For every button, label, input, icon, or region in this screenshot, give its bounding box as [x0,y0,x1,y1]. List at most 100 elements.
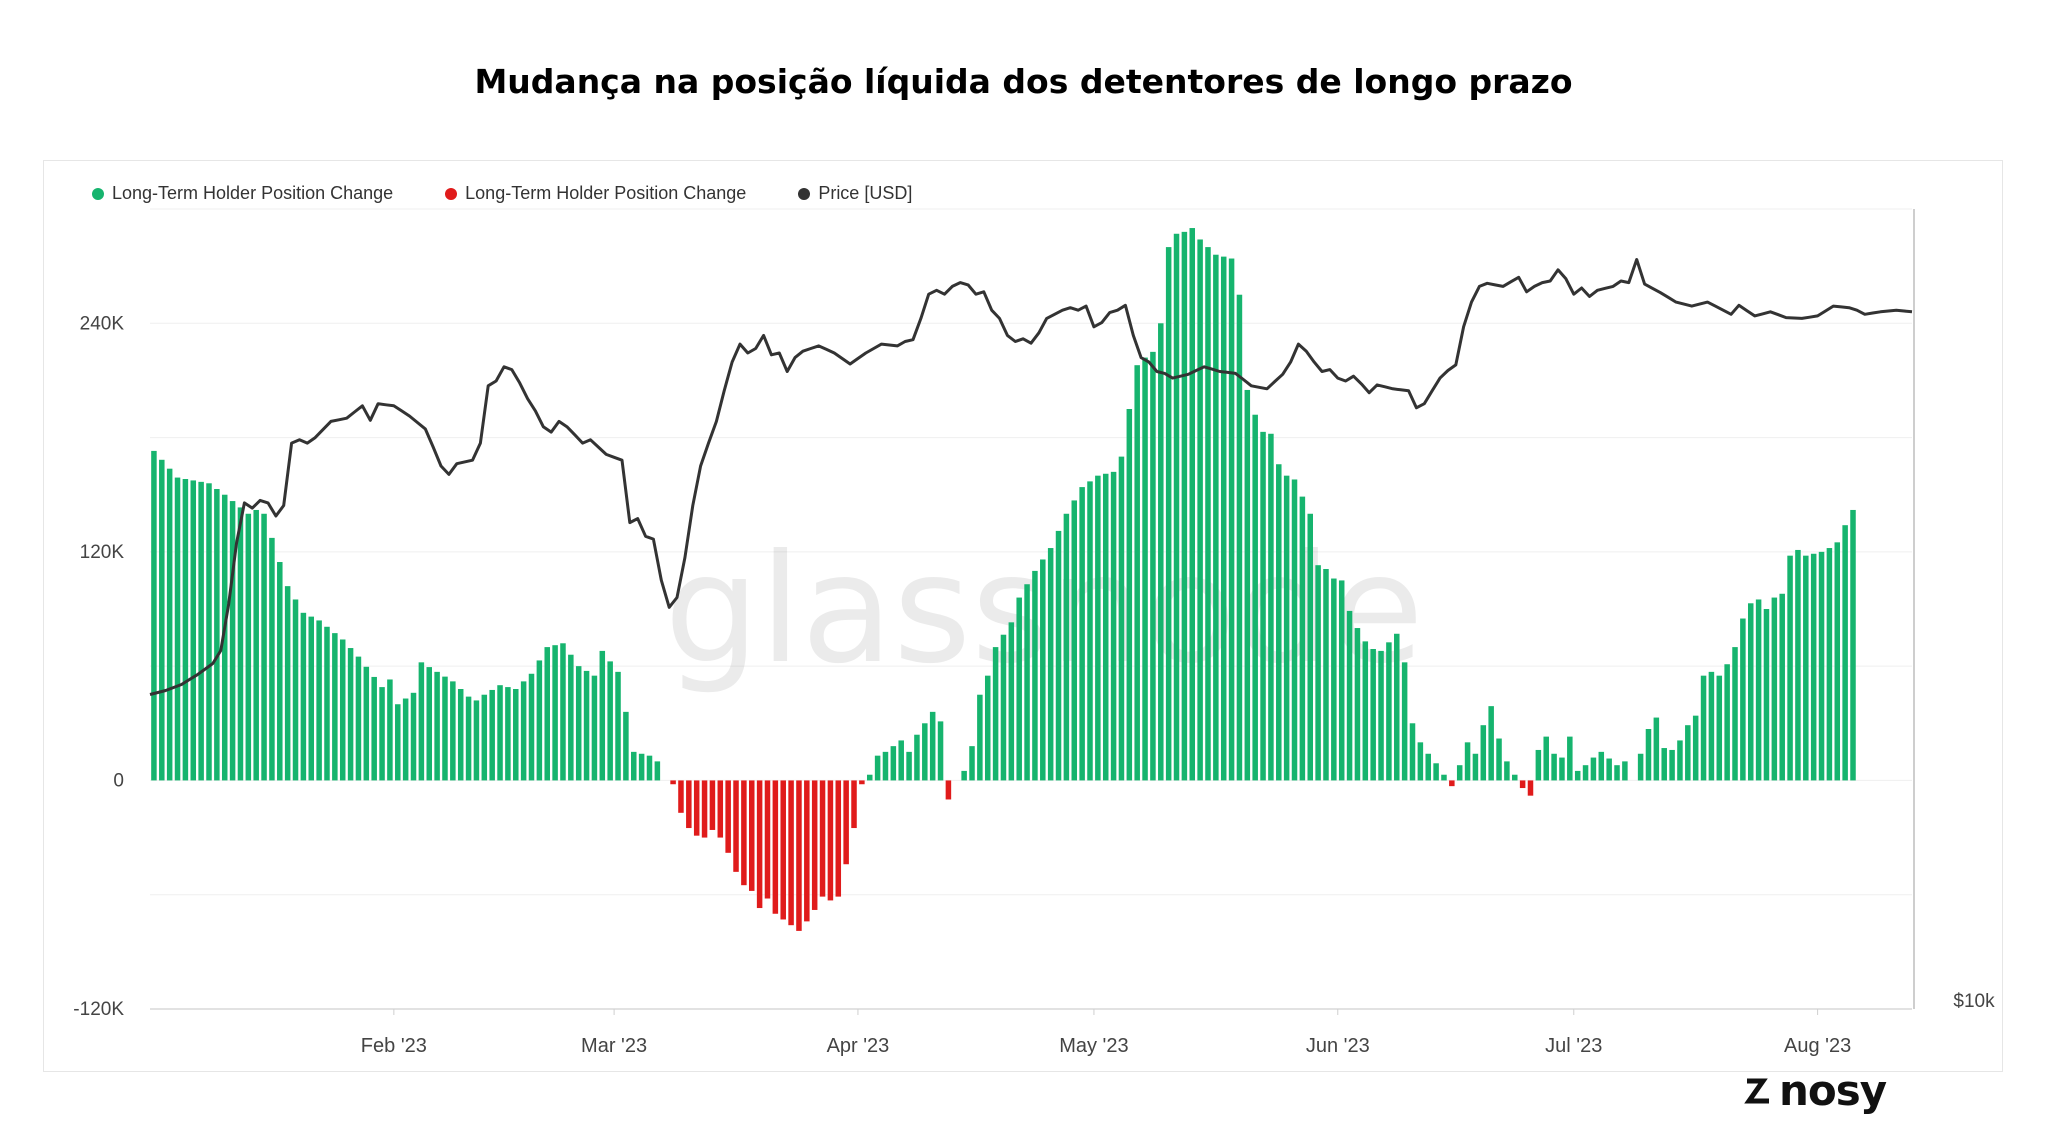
bar-positive [1220,256,1227,781]
bar-positive [969,746,975,781]
bar-positive [1346,610,1353,781]
bar-positive [355,656,362,781]
bar-negative [772,780,779,914]
bar-positive [536,660,543,781]
bar-positive [1582,765,1589,781]
nosy-logo-icon [1744,1078,1769,1103]
bar-positive [984,675,991,781]
bar-positive [599,650,606,781]
bar-positive [1150,351,1156,781]
bar-positive [1102,473,1109,781]
bar-positive [1464,742,1471,781]
chart-panel: Long-Term Holder Position Change Long-Te… [43,160,2003,1115]
legend-item-negative[interactable]: Long-Term Holder Position Change [445,183,746,204]
bar-positive [1118,456,1125,781]
bar-positive [1252,414,1258,781]
bar-negative [749,780,755,891]
bar-positive [520,681,527,781]
bar-positive [1095,475,1101,781]
bar-positive [1244,389,1251,781]
legend-item-price[interactable]: Price [USD] [798,183,912,204]
bar-positive [1740,618,1746,781]
bar-positive [1567,736,1573,781]
bar-positive [1779,593,1785,781]
bar-negative [843,780,849,865]
bar-positive [961,770,967,781]
bar-positive [426,667,432,781]
bar-positive [1543,736,1549,781]
bar-negative [851,780,857,829]
bar-negative [741,780,747,886]
bar-positive [1755,599,1762,781]
y-right-tick-label: $10k [1953,991,1995,1012]
bar-positive [1472,753,1479,781]
legend-label: Price [USD] [818,183,913,203]
bar-positive [552,645,558,781]
bar-positive [638,753,645,781]
x-tick-label: Mar '23 [581,1035,647,1057]
chart-title: Mudança na posição líquida dos detentore… [474,62,1573,101]
bar-positive [237,507,244,781]
bar-positive [159,459,165,781]
bar-positive [1394,633,1400,781]
bar-positive [450,681,456,781]
bar-positive [332,633,338,781]
bar-positive [1574,770,1581,781]
bar-positive [300,612,307,781]
nosy-logo-text: nosy [1779,1066,1887,1115]
bar-positive [1228,258,1235,781]
bar-positive [1047,548,1054,781]
bar-positive [1535,749,1542,781]
bar-positive [229,501,236,781]
bar-positive [198,481,204,781]
bar-positive [1818,551,1825,781]
bar-positive [1708,671,1715,781]
bar-positive [1378,650,1384,781]
bar-negative [811,780,818,910]
bar-positive [1055,530,1062,781]
bar-positive [489,689,495,781]
y-tick-label: 240K [80,313,125,334]
bar-negative [827,780,834,901]
x-tick-label: Jul '23 [1545,1035,1602,1057]
x-tick-label: Jun '23 [1306,1035,1370,1057]
bar-positive [615,671,621,781]
bar-positive [465,696,472,781]
bar-positive [906,751,912,781]
bar-negative [796,780,802,931]
bar-positive [623,711,629,781]
bar-positive [575,666,582,781]
bar-positive [1692,715,1699,781]
bar-positive [277,562,283,781]
legend-item-positive[interactable]: Long-Term Holder Position Change [92,183,393,204]
bar-positive [1488,706,1494,781]
bar-positive [1551,753,1557,781]
bar-positive [1598,751,1605,781]
bar-negative [819,780,826,897]
x-tick-label: May '23 [1059,1035,1128,1057]
bar-positive [1803,555,1809,781]
bar-positive [1677,740,1683,781]
bar-negative [686,780,692,829]
bar-positive [937,721,944,781]
bar-positive [497,685,503,781]
bar-positive [1496,738,1502,781]
bar-positive [1063,513,1070,781]
bar-positive [1645,729,1652,781]
bar-positive [1283,475,1290,781]
bar-positive [1795,549,1801,781]
bar-negative [764,780,771,899]
bar-positive [410,692,417,781]
y-tick-label: 120K [80,542,125,563]
bar-positive [473,700,480,781]
bar-positive [1276,464,1282,781]
bar-negative [804,780,810,922]
bar-positive [1669,749,1675,781]
bar-positive [1842,525,1848,781]
bar-positive [1826,548,1833,781]
bar-positive [591,675,598,781]
bar-positive [174,477,181,781]
bar-positive [1165,247,1172,781]
bar-positive [1747,603,1754,781]
bar-positive [1173,233,1180,781]
